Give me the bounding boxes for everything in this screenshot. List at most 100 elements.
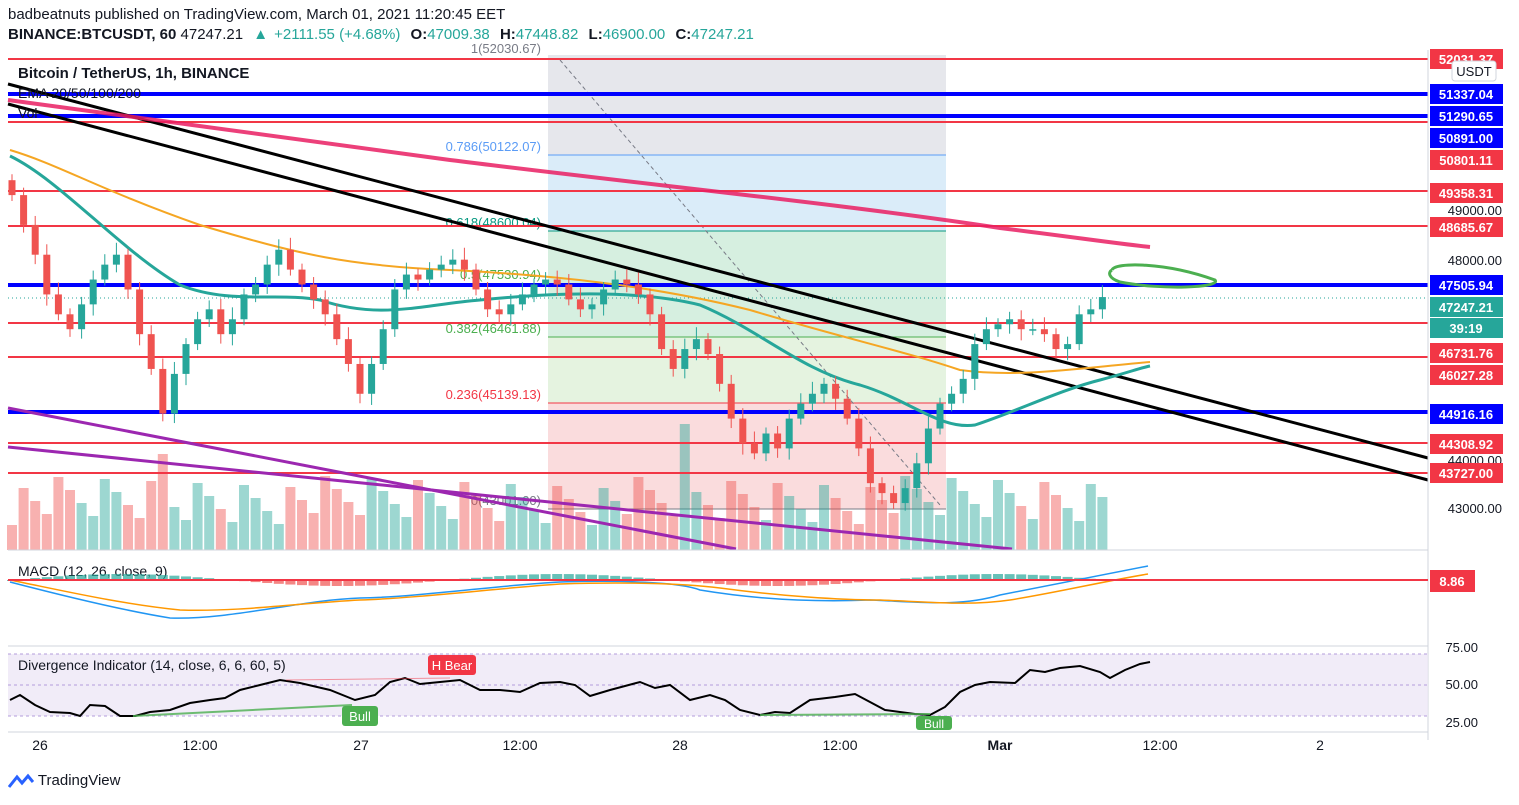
macd-bar — [1016, 574, 1027, 580]
macd-bar — [958, 574, 969, 580]
upper-trendline-2 — [7, 102, 1429, 482]
candle-body — [669, 349, 677, 369]
candle-body — [913, 463, 921, 489]
fib-retracement-zone[interactable] — [548, 55, 946, 510]
last-price: 47247.21 — [180, 26, 244, 43]
candle-body — [948, 393, 956, 404]
volume-bar — [146, 481, 157, 550]
candle-body — [368, 363, 376, 394]
candle-body — [112, 254, 120, 265]
time-2: 2 — [1316, 737, 1324, 753]
price-tag: 51337.04 — [1439, 87, 1494, 102]
candle-body — [588, 304, 596, 310]
macd-bar — [53, 576, 64, 580]
candle-body — [832, 383, 840, 399]
volume-bar — [795, 509, 806, 550]
volume-bar — [262, 511, 273, 550]
volume-bar — [517, 497, 528, 550]
volume-bar — [552, 486, 563, 550]
rsi-line — [9, 661, 1151, 718]
volume-bar — [181, 520, 191, 550]
osc-axis-25: 25.00 — [1445, 715, 1478, 730]
drawn-ellipse[interactable] — [1108, 263, 1217, 289]
macd-bar — [946, 575, 957, 580]
candle-body — [449, 259, 457, 265]
candle-body — [217, 309, 225, 335]
candle-body — [170, 373, 178, 414]
volume-bar — [645, 490, 655, 550]
volume-bar — [587, 525, 597, 550]
macd-bar — [297, 580, 307, 586]
volume-bar — [958, 491, 969, 550]
macd-bar — [853, 580, 864, 583]
price-tag: 48685.67 — [1439, 220, 1493, 235]
volume-bar — [772, 483, 783, 550]
volume-bar — [366, 478, 377, 550]
volume-bar — [621, 514, 632, 550]
candle-body — [124, 254, 132, 290]
volume-bar — [1097, 497, 1108, 550]
candle-body — [530, 284, 538, 295]
candle-body — [89, 279, 97, 305]
volume-bar — [505, 484, 516, 550]
candle-body — [924, 428, 932, 464]
macd-bar — [262, 580, 273, 584]
volume-bar — [239, 485, 249, 550]
macd-pane[interactable]: MACD (12, 26, close, 9) 8.86 — [7, 563, 1475, 619]
macd-bar — [772, 580, 783, 586]
candle-body — [866, 448, 874, 484]
volume-bar — [482, 508, 493, 550]
candle-body — [507, 304, 515, 315]
candle-body — [460, 259, 468, 270]
divergence-pane[interactable]: Divergence Indicator (14, close, 6, 6, 6… — [8, 640, 1478, 731]
volume-bar — [471, 495, 481, 550]
horizontal-levels[interactable] — [8, 58, 1428, 474]
volume-bar — [1062, 508, 1073, 550]
volume-bar — [88, 516, 99, 550]
volume-bar — [447, 519, 458, 550]
macd-bar — [99, 574, 110, 580]
tradingview-logo[interactable]: TradingView — [7, 772, 120, 789]
open-value: 47009.38 — [427, 26, 490, 43]
price-tag-bg — [1430, 183, 1503, 203]
volume-bar — [123, 505, 133, 550]
legend-title: Bitcoin / TetherUS, 1h, BINANCE — [18, 65, 249, 82]
candle-body — [553, 279, 561, 285]
price-tag-bg — [1430, 217, 1503, 237]
candle-body — [101, 264, 109, 280]
volume-bar — [436, 506, 447, 550]
macd-bar — [285, 580, 296, 585]
time-26: 26 — [32, 737, 48, 753]
volume-bar — [726, 481, 737, 550]
candle-body — [762, 433, 770, 454]
macd-bar — [563, 574, 574, 580]
volume-bar — [111, 492, 122, 550]
volume-bar — [30, 501, 41, 550]
candle-body — [727, 383, 735, 419]
candle-body — [159, 368, 167, 414]
lower-trendline-2 — [7, 445, 1013, 551]
macd-bar — [308, 580, 319, 586]
price-tag-bg — [1430, 365, 1503, 385]
price-candles[interactable] — [8, 174, 1106, 511]
volume-bar — [761, 520, 771, 550]
volume-bar — [563, 499, 574, 550]
candle-body — [321, 299, 329, 315]
bull-divergence-2 — [759, 713, 931, 716]
volume-bar — [1016, 506, 1027, 550]
bull-signal-1: Bull — [349, 709, 371, 724]
open-label: O: — [410, 26, 428, 43]
currency-badge[interactable] — [1451, 60, 1497, 82]
macd-bar — [41, 577, 52, 580]
trend-lines[interactable] — [7, 82, 1429, 551]
macd-bar — [181, 576, 191, 580]
volume-bar — [343, 502, 354, 550]
macd-bar — [88, 574, 99, 580]
price-tag: 47505.94 — [1439, 278, 1494, 293]
candle-body — [43, 254, 51, 295]
macd-bar — [320, 580, 331, 586]
ema-200-line — [7, 98, 1151, 249]
macd-bar — [923, 576, 934, 580]
volume-bar — [1085, 484, 1096, 550]
